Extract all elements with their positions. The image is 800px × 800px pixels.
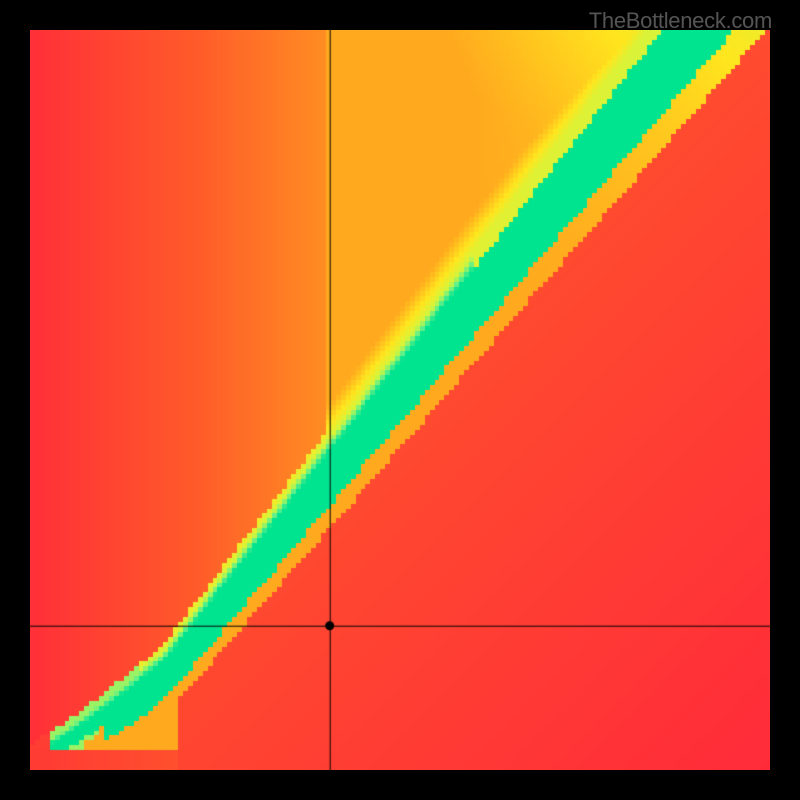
attribution-text: TheBottleneck.com bbox=[589, 8, 772, 34]
crosshair-overlay bbox=[30, 30, 770, 770]
chart-container: TheBottleneck.com bbox=[0, 0, 800, 800]
